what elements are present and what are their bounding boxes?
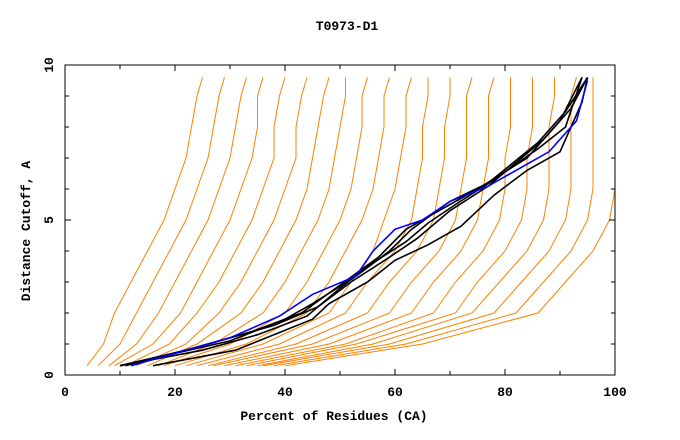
model-curve [246,77,533,367]
chart-title: T0973-D1 [316,19,379,34]
model-curve [86,77,203,367]
model-curve [114,77,264,367]
black-5-curve [125,77,589,367]
x-axis-label: Percent of Residues (CA) [240,409,427,424]
black-2-curve [152,77,589,367]
blue-curve [130,80,589,367]
x-tick-label: 100 [603,385,627,400]
model-curve [147,77,330,367]
y-tick-label: 0 [42,371,57,379]
model-curve [97,77,225,367]
black-1-curve [119,76,589,367]
y-tick-label: 5 [42,216,57,224]
model-curve [163,77,368,367]
x-tick-label: 20 [167,385,183,400]
model-curve [235,77,511,367]
model-curve [125,77,286,367]
model-curve [262,77,577,367]
x-tick-label: 40 [277,385,293,400]
model-curve [108,77,247,367]
x-tick-label: 80 [497,385,513,400]
axis-ticks [64,64,616,376]
model-curve [136,77,308,367]
model-curve [284,77,616,367]
model-curve [158,77,346,367]
model-curves [86,77,616,367]
model-curve [273,77,594,367]
x-tick-label: 60 [387,385,403,400]
model-curve [207,77,451,367]
highlight-curves [119,76,589,367]
black-3-curve [119,77,583,367]
y-axis-label: Distance Cutoff, A [19,161,34,302]
model-curve [196,77,429,367]
x-tick-label: 0 [61,385,69,400]
model-curve [224,77,495,367]
y-tick-label: 10 [42,57,57,73]
model-curve [213,77,473,367]
black-4-curve [119,77,583,367]
model-curve [257,77,555,367]
model-curve [185,77,412,367]
